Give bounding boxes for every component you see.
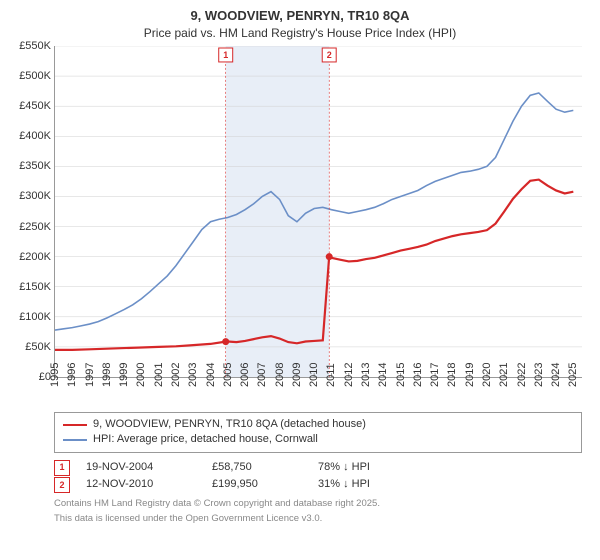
x-axis-label: 1999 xyxy=(118,363,130,387)
x-axis-label: 2012 xyxy=(343,363,355,387)
chart-area: 12 £0£50K£100K£150K£200K£250K£300K£350K£… xyxy=(54,46,582,406)
legend-label: HPI: Average price, detached house, Corn… xyxy=(93,432,318,447)
transaction-marker: 2 xyxy=(54,477,70,493)
y-axis-label: £400K xyxy=(19,130,55,142)
transaction-price: £58,750 xyxy=(212,459,302,477)
legend-row: HPI: Average price, detached house, Corn… xyxy=(63,432,573,447)
x-axis-label: 2004 xyxy=(205,363,217,387)
x-axis-label: 2023 xyxy=(533,363,545,387)
x-axis-label: 2019 xyxy=(464,363,476,387)
x-axis-label: 2001 xyxy=(153,363,165,387)
y-axis-label: £250K xyxy=(19,221,55,233)
y-axis-label: £300K xyxy=(19,190,55,202)
marker-number: 2 xyxy=(327,50,332,60)
transaction-row: 1 19-NOV-2004 £58,750 78% ↓ HPI xyxy=(54,459,582,477)
x-axis-label: 2025 xyxy=(567,363,579,387)
x-axis-label: 2017 xyxy=(429,363,441,387)
x-axis-label: 2015 xyxy=(395,363,407,387)
y-axis-label: £550K xyxy=(19,40,55,52)
x-axis-label: 2018 xyxy=(446,363,458,387)
legend-box: 9, WOODVIEW, PENRYN, TR10 8QA (detached … xyxy=(54,412,582,453)
x-axis-label: 2006 xyxy=(239,363,251,387)
x-axis-label: 2016 xyxy=(412,363,424,387)
legend-row: 9, WOODVIEW, PENRYN, TR10 8QA (detached … xyxy=(63,417,573,432)
footer-line-2: This data is licensed under the Open Gov… xyxy=(54,513,590,524)
transaction-diff: 31% ↓ HPI xyxy=(318,476,370,494)
x-axis-label: 2007 xyxy=(256,363,268,387)
x-axis-label: 2002 xyxy=(170,363,182,387)
transaction-row: 2 12-NOV-2010 £199,950 31% ↓ HPI xyxy=(54,476,582,494)
x-axis-label: 2014 xyxy=(377,363,389,387)
y-axis-label: £450K xyxy=(19,100,55,112)
legend-swatch xyxy=(63,424,87,426)
marker-number: 1 xyxy=(223,50,228,60)
chart-container: { "title_main": "9, WOODVIEW, PENRYN, TR… xyxy=(0,0,600,560)
legend-label: 9, WOODVIEW, PENRYN, TR10 8QA (detached … xyxy=(93,417,366,432)
y-axis-label: £50K xyxy=(25,341,55,353)
x-axis-label: 2021 xyxy=(498,363,510,387)
chart-title-sub: Price paid vs. HM Land Registry's House … xyxy=(10,26,590,40)
y-axis-label: £500K xyxy=(19,70,55,82)
x-axis-label: 2000 xyxy=(135,363,147,387)
x-axis-label: 2011 xyxy=(325,363,337,387)
x-axis-label: 1996 xyxy=(66,363,78,387)
x-axis-label: 2022 xyxy=(516,363,528,387)
x-axis-label: 1997 xyxy=(84,363,96,387)
x-axis-label: 1995 xyxy=(49,363,61,387)
transaction-diff: 78% ↓ HPI xyxy=(318,459,370,477)
transaction-table: 1 19-NOV-2004 £58,750 78% ↓ HPI 2 12-NOV… xyxy=(54,459,582,494)
x-axis-label: 2013 xyxy=(360,363,372,387)
plot-svg: 12 xyxy=(55,46,582,377)
y-axis-label: £150K xyxy=(19,281,55,293)
x-axis-label: 2010 xyxy=(308,363,320,387)
x-axis-label: 2009 xyxy=(291,363,303,387)
y-axis-label: £350K xyxy=(19,160,55,172)
transaction-date: 19-NOV-2004 xyxy=(86,459,196,477)
x-axis-label: 2008 xyxy=(274,363,286,387)
x-axis-label: 2005 xyxy=(222,363,234,387)
plot-region: 12 £0£50K£100K£150K£200K£250K£300K£350K£… xyxy=(54,46,582,378)
transaction-price: £199,950 xyxy=(212,476,302,494)
chart-title-main: 9, WOODVIEW, PENRYN, TR10 8QA xyxy=(10,8,590,24)
x-axis-label: 2003 xyxy=(187,363,199,387)
x-axis-label: 1998 xyxy=(101,363,113,387)
transaction-marker: 1 xyxy=(54,460,70,476)
y-axis-label: £100K xyxy=(19,311,55,323)
footer-line-1: Contains HM Land Registry data © Crown c… xyxy=(54,498,590,509)
x-axis-label: 2020 xyxy=(481,363,493,387)
transaction-date: 12-NOV-2010 xyxy=(86,476,196,494)
y-axis-label: £200K xyxy=(19,251,55,263)
x-axis-label: 2024 xyxy=(550,363,562,387)
legend-swatch xyxy=(63,439,87,441)
